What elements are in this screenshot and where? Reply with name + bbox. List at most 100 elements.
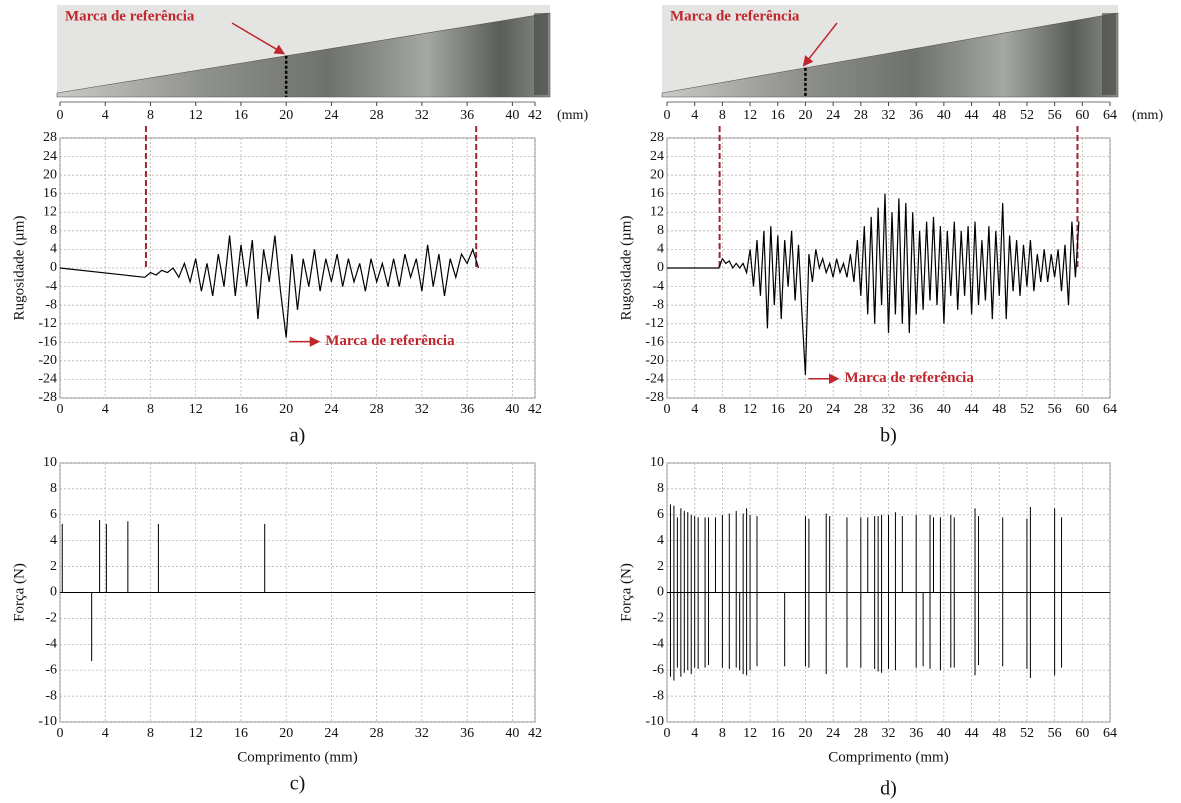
y-tick-label: -4 — [45, 279, 57, 294]
y-tick-label: 4 — [50, 242, 57, 257]
specimen-photo — [661, 12, 1119, 98]
x-tick-label: 56 — [1048, 726, 1062, 741]
x-tick-label: 8 — [719, 402, 726, 417]
x-tick-label: 16 — [771, 402, 785, 417]
y-tick-label: 28 — [43, 130, 57, 145]
x-tick-label: 44 — [965, 402, 979, 417]
photo-axis-label: 60 — [1075, 108, 1089, 123]
panel-caption: d) — [880, 778, 897, 800]
photo-annotation: Marca de referência — [65, 8, 195, 24]
x-tick-label: 12 — [189, 726, 203, 741]
y-tick-label: 12 — [650, 205, 664, 220]
x-tick-label: 16 — [234, 402, 248, 417]
y-tick-label: -8 — [45, 688, 57, 703]
y-axis-label: Força (N) — [11, 563, 27, 622]
x-tick-label: 4 — [691, 402, 698, 417]
x-axis-label: Comprimento (mm) — [237, 749, 357, 765]
y-tick-label: 8 — [657, 223, 664, 238]
annotation: Marca de referência — [844, 370, 974, 386]
y-tick-label: -28 — [645, 390, 664, 405]
x-tick-label: 64 — [1103, 726, 1117, 741]
y-axis-label: Rugosidade (µm) — [618, 216, 634, 321]
y-tick-label: -16 — [38, 335, 57, 350]
y-tick-label: -20 — [645, 353, 664, 368]
x-tick-label: 32 — [882, 402, 896, 417]
y-tick-label: 24 — [650, 149, 664, 164]
y-tick-label: -16 — [645, 335, 664, 350]
x-tick-label: 32 — [882, 726, 896, 741]
x-tick-label: 28 — [854, 726, 868, 741]
photo-axis-label: 8 — [719, 108, 726, 123]
x-tick-label: 12 — [189, 402, 203, 417]
panel-caption: b) — [880, 425, 897, 447]
y-tick-label: 8 — [50, 481, 57, 496]
x-tick-label: 20 — [798, 726, 812, 741]
y-tick-label: -28 — [38, 390, 57, 405]
y-tick-label: -12 — [645, 316, 664, 331]
x-tick-label: 36 — [909, 402, 923, 417]
x-tick-label: 20 — [279, 402, 293, 417]
photo-axis-unit: (mm) — [557, 108, 588, 123]
y-tick-label: -8 — [652, 297, 664, 312]
x-tick-label: 60 — [1075, 402, 1089, 417]
y-axis-label: Força (N) — [618, 563, 634, 622]
x-tick-label: 24 — [324, 402, 338, 417]
photo-axis-label: 28 — [854, 108, 868, 123]
x-tick-label: 28 — [370, 402, 384, 417]
y-tick-label: 2 — [50, 559, 57, 574]
y-tick-label: 4 — [50, 533, 57, 548]
x-tick-label: 42 — [528, 726, 542, 741]
panel-caption: c) — [290, 773, 306, 795]
x-tick-label: 40 — [937, 402, 951, 417]
x-tick-label: 4 — [691, 726, 698, 741]
roughness-line — [59, 235, 480, 338]
photo-axis-label: 32 — [882, 108, 896, 123]
y-tick-label: -20 — [38, 353, 57, 368]
x-tick-label: 56 — [1048, 402, 1062, 417]
photo-axis-label: 40 — [505, 108, 519, 123]
y-tick-label: 10 — [43, 455, 57, 470]
x-tick-label: 40 — [505, 726, 519, 741]
y-tick-label: -6 — [45, 662, 57, 677]
y-tick-label: 8 — [50, 223, 57, 238]
y-tick-label: -8 — [652, 688, 664, 703]
x-tick-label: 0 — [664, 726, 671, 741]
y-tick-label: -6 — [652, 662, 664, 677]
y-tick-label: -2 — [652, 611, 664, 626]
y-tick-label: -12 — [38, 316, 57, 331]
photo-axis-label: 64 — [1103, 108, 1117, 123]
y-tick-label: 0 — [657, 260, 664, 275]
photo-axis-label: 56 — [1048, 108, 1062, 123]
photo-axis-label: 12 — [189, 108, 203, 123]
x-tick-label: 0 — [57, 726, 64, 741]
y-tick-label: -10 — [38, 714, 57, 729]
photo-axis-label: 0 — [664, 108, 671, 123]
photo-axis-unit: (mm) — [1132, 108, 1163, 123]
photo-annotation-arrow — [802, 22, 838, 67]
x-tick-label: 64 — [1103, 402, 1117, 417]
photo-axis-label: 32 — [415, 108, 429, 123]
y-tick-label: 0 — [657, 585, 664, 600]
photo-axis-label: 48 — [992, 108, 1006, 123]
x-tick-label: 8 — [147, 726, 154, 741]
photo-axis-label: 36 — [460, 108, 474, 123]
y-tick-label: 6 — [657, 507, 664, 522]
photo-axis-label: 20 — [798, 108, 812, 123]
y-tick-label: 24 — [43, 149, 57, 164]
x-tick-label: 0 — [664, 402, 671, 417]
specimen-photo — [56, 12, 551, 98]
y-tick-label: 8 — [657, 481, 664, 496]
photo-axis-label: 44 — [965, 108, 979, 123]
y-tick-label: 4 — [657, 242, 664, 257]
x-tick-label: 12 — [743, 402, 757, 417]
photo-axis-label: 42 — [528, 108, 542, 123]
photo-axis-label: 36 — [909, 108, 923, 123]
x-tick-label: 36 — [909, 726, 923, 741]
x-tick-label: 0 — [57, 402, 64, 417]
x-tick-label: 44 — [965, 726, 979, 741]
specimen-end — [1102, 13, 1116, 95]
y-tick-label: -4 — [652, 637, 664, 652]
x-tick-label: 20 — [798, 402, 812, 417]
y-tick-label: -8 — [45, 297, 57, 312]
